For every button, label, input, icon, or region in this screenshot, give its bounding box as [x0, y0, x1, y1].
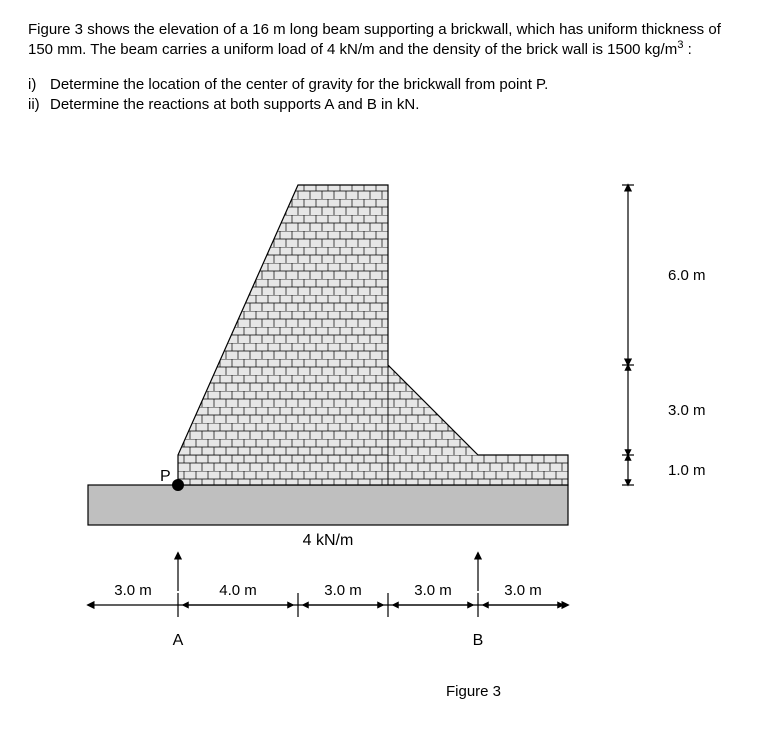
label-p: P	[160, 468, 171, 485]
task-i-text: Determine the location of the center of …	[50, 75, 548, 95]
figure-caption: Figure 3	[208, 683, 739, 700]
label-b: B	[473, 632, 484, 649]
intro-text: Figure 3 shows the elevation of a 16 m l…	[28, 21, 721, 58]
beam	[88, 485, 568, 525]
dim-vertical	[622, 185, 634, 485]
dim-h-top: 6.0 m	[668, 267, 706, 284]
brickwall	[178, 185, 568, 485]
dim-w1: 3.0 m	[114, 582, 152, 599]
point-p-marker	[172, 479, 184, 491]
dim-h-mid: 3.0 m	[668, 402, 706, 419]
dim-w3: 3.0 m	[324, 582, 362, 599]
task-ii-num: ii)	[28, 95, 50, 115]
label-load: 4 kN/m	[303, 532, 354, 549]
task-i-num: i)	[28, 75, 50, 95]
label-a: A	[173, 632, 184, 649]
dim-w2: 4.0 m	[219, 582, 257, 599]
task-ii-text: Determine the reactions at both supports…	[50, 95, 419, 115]
task-list: i) Determine the location of the center …	[28, 75, 739, 116]
problem-intro: Figure 3 shows the elevation of a 16 m l…	[28, 20, 739, 61]
intro-after: :	[683, 41, 691, 58]
dim-w4: 3.0 m	[414, 582, 452, 599]
dim-h-bot: 1.0 m	[668, 462, 706, 479]
dim-w5: 3.0 m	[504, 582, 542, 599]
figure-3: P 4 kN/m 3.0 m 4.0 m 3.0 m 3.0 m 3.0 m A…	[28, 135, 739, 675]
